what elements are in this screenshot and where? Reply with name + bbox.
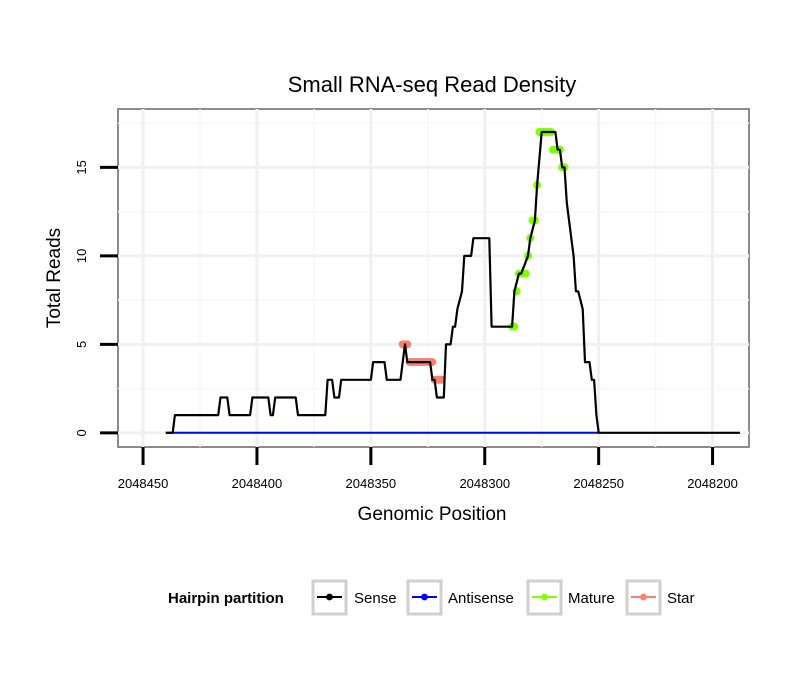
chart-title: Small RNA-seq Read Density — [288, 72, 577, 97]
legend-key-sense — [311, 579, 348, 616]
y-tick-label: 5 — [74, 341, 89, 348]
series-layer — [165, 128, 740, 434]
legend-key-mature — [526, 579, 563, 616]
y-tick-label: 15 — [74, 160, 89, 174]
x-tick-label: 2048300 — [459, 476, 510, 491]
legend-label-sense: Sense — [354, 590, 397, 607]
legend: Hairpin partition Sense Antisense Mature… — [168, 579, 695, 616]
legend-key-star — [625, 579, 662, 616]
x-tick-label: 2048350 — [346, 476, 397, 491]
axes: 2048450 2048400 2048350 2048300 2048250 20482… — [74, 160, 738, 491]
legend-title: Hairpin partition — [168, 590, 284, 607]
x-tick-label: 2048200 — [687, 476, 738, 491]
x-tick-label: 2048450 — [118, 476, 169, 491]
series-line-sense — [165, 130, 740, 434]
y-tick-label: 10 — [74, 249, 89, 263]
grid — [118, 109, 749, 447]
legend-key-antisense — [406, 579, 443, 616]
plot-panel — [117, 108, 750, 448]
x-tick-label: 2048250 — [573, 476, 624, 491]
data-point-mature — [521, 269, 530, 278]
legend-label-mature: Mature — [568, 590, 615, 607]
legend-label-star: Star — [667, 590, 695, 607]
y-tick-label: 0 — [74, 429, 89, 436]
y-axis-title: Total Reads — [44, 228, 65, 328]
legend-label-antisense: Antisense — [448, 590, 514, 607]
x-axis-title: Genomic Position — [358, 504, 507, 525]
x-tick-label: 2048400 — [232, 476, 283, 491]
